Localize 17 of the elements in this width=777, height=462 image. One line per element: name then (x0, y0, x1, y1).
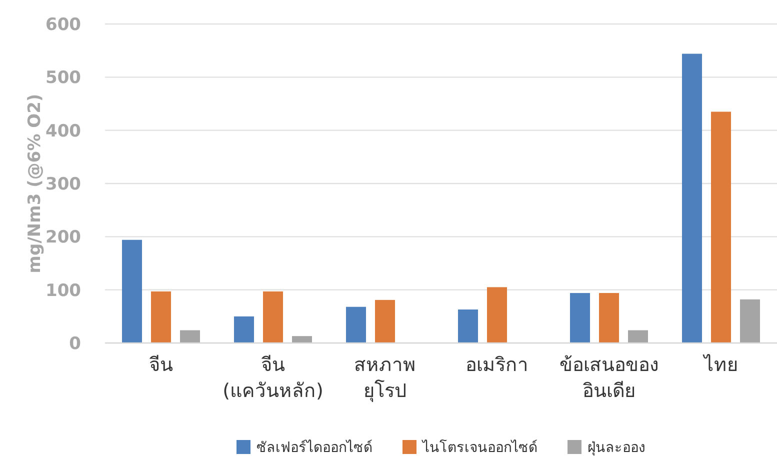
y-tick-label: 0 (69, 334, 82, 354)
y-tick-label: 500 (46, 68, 82, 88)
y-tick-label: 400 (46, 121, 82, 142)
x-tick-label: ข้อเสนอของ อินเดีย (560, 354, 658, 402)
x-tick-label: อเมริกา (466, 354, 528, 376)
y-tick-label: 600 (46, 15, 82, 35)
y-tick-label: 200 (46, 228, 82, 248)
legend-label: ซัลเฟอร์ไดออกไซด์ (256, 439, 372, 456)
x-tick-label: จีน (149, 354, 173, 376)
y-tick-label: 100 (46, 280, 82, 301)
legend-label: ไนโตรเจนออกไซด์ (422, 439, 538, 456)
y-tick-label: 300 (46, 174, 82, 194)
legend-label: ฝุ่นละออง (588, 440, 646, 456)
x-tick-label: จีน (แควันหลัก) (222, 354, 324, 402)
x-tick-label: สหภาพ ยุโรป (354, 354, 416, 403)
x-tick-label: ไทย (702, 354, 738, 376)
y-axis-title: mg/Nm3 (@6% O2) (25, 94, 45, 274)
